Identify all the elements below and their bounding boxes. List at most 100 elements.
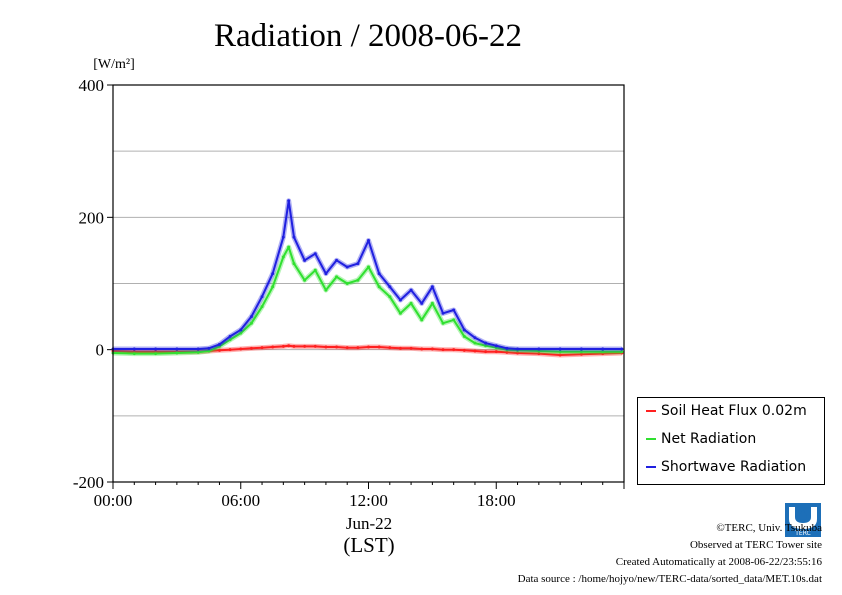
data-point (601, 350, 605, 354)
logo-text: TERC (794, 530, 811, 537)
series-lines (111, 198, 624, 358)
y-tick-label: 400 (79, 76, 105, 95)
data-point (558, 347, 562, 351)
data-point (271, 285, 275, 289)
data-point (516, 351, 520, 355)
data-point (537, 347, 541, 351)
data-point (345, 346, 349, 350)
legend-item-net-radiation: Net Radiation (646, 431, 756, 447)
data-point (196, 347, 200, 351)
data-point (228, 334, 232, 338)
data-point (287, 245, 291, 249)
data-point (601, 347, 605, 351)
data-point (473, 336, 477, 340)
data-point (324, 345, 328, 349)
data-point (420, 347, 424, 351)
data-point (175, 351, 179, 355)
y-tick-label: -200 (73, 473, 104, 492)
copyright-text: ©TERC, Univ. Tsukuba (716, 522, 822, 534)
data-point (558, 353, 562, 357)
data-point (367, 238, 370, 242)
data-point (367, 345, 370, 349)
data-point (494, 344, 498, 348)
data-point (441, 348, 445, 352)
data-point (579, 352, 583, 356)
data-point (494, 350, 498, 354)
data-point (292, 344, 296, 348)
data-point (484, 350, 488, 354)
data-point (377, 272, 381, 276)
data-point (292, 262, 296, 266)
data-point (441, 311, 445, 315)
y-axis-unit: [W/m²] (93, 57, 135, 72)
data-point (377, 345, 381, 349)
x-tick-label: 12:00 (349, 491, 388, 510)
data-point (398, 346, 402, 350)
data-point (249, 321, 253, 325)
data-point (430, 285, 434, 289)
series-line-2 (113, 199, 622, 350)
data-point (303, 344, 307, 348)
data-point (441, 321, 445, 325)
data-point (196, 350, 200, 354)
data-point (579, 350, 583, 354)
data-point (516, 347, 520, 351)
data-point (452, 318, 456, 322)
data-point (132, 347, 136, 351)
data-point (260, 346, 264, 350)
data-point (292, 235, 296, 239)
data-point (132, 352, 136, 356)
data-point (228, 348, 232, 352)
data-point (281, 255, 285, 259)
data-point (207, 346, 211, 350)
data-point (281, 235, 285, 239)
data-point (335, 258, 339, 262)
data-point (324, 272, 328, 276)
chart-title: Radiation / 2008-06-22 (214, 18, 522, 54)
x-tick-label: 06:00 (221, 491, 260, 510)
data-point (207, 349, 211, 353)
data-point (484, 341, 488, 345)
legend-swatch-blue (646, 466, 656, 468)
series-line-1 (112, 246, 622, 355)
data-point (388, 346, 392, 350)
series-halo-2 (113, 198, 622, 352)
data-point (452, 308, 456, 312)
grid-lines (113, 150, 624, 417)
data-point (430, 347, 434, 351)
y-tick-label: 200 (79, 208, 105, 227)
plot-frame (112, 84, 625, 483)
data-point (303, 258, 307, 262)
data-point (271, 345, 275, 349)
data-point (175, 347, 179, 351)
data-point (398, 311, 402, 315)
data-point (473, 341, 477, 345)
x-axis-timezone-label: (LST) (343, 533, 394, 557)
legend-label: Net Radiation (661, 431, 757, 447)
data-point (620, 347, 624, 351)
x-tick-label: 00:00 (94, 491, 133, 510)
terc-logo-icon: TERC (785, 503, 821, 537)
data-point (154, 347, 158, 351)
observed-text: Observed at TERC Tower site (689, 539, 822, 551)
data-point (313, 252, 317, 256)
data-point (154, 352, 158, 356)
data-point (484, 344, 488, 348)
data-point (579, 347, 583, 351)
data-point (324, 288, 328, 292)
data-point (620, 350, 624, 354)
data-point (260, 295, 264, 299)
data-point (473, 349, 477, 353)
data-point (217, 348, 221, 352)
data-point (303, 278, 307, 282)
created-text: Created Automatically at 2008-06-22/23:5… (615, 556, 822, 568)
legend-swatch-green (646, 438, 656, 440)
data-point (462, 328, 466, 332)
data-point (313, 344, 317, 348)
data-point (409, 346, 413, 350)
legend-item-shortwave-radiation: Shortwave Radiation (646, 459, 806, 475)
data-point (239, 328, 243, 332)
data-point (239, 347, 243, 351)
data-point (345, 265, 349, 269)
